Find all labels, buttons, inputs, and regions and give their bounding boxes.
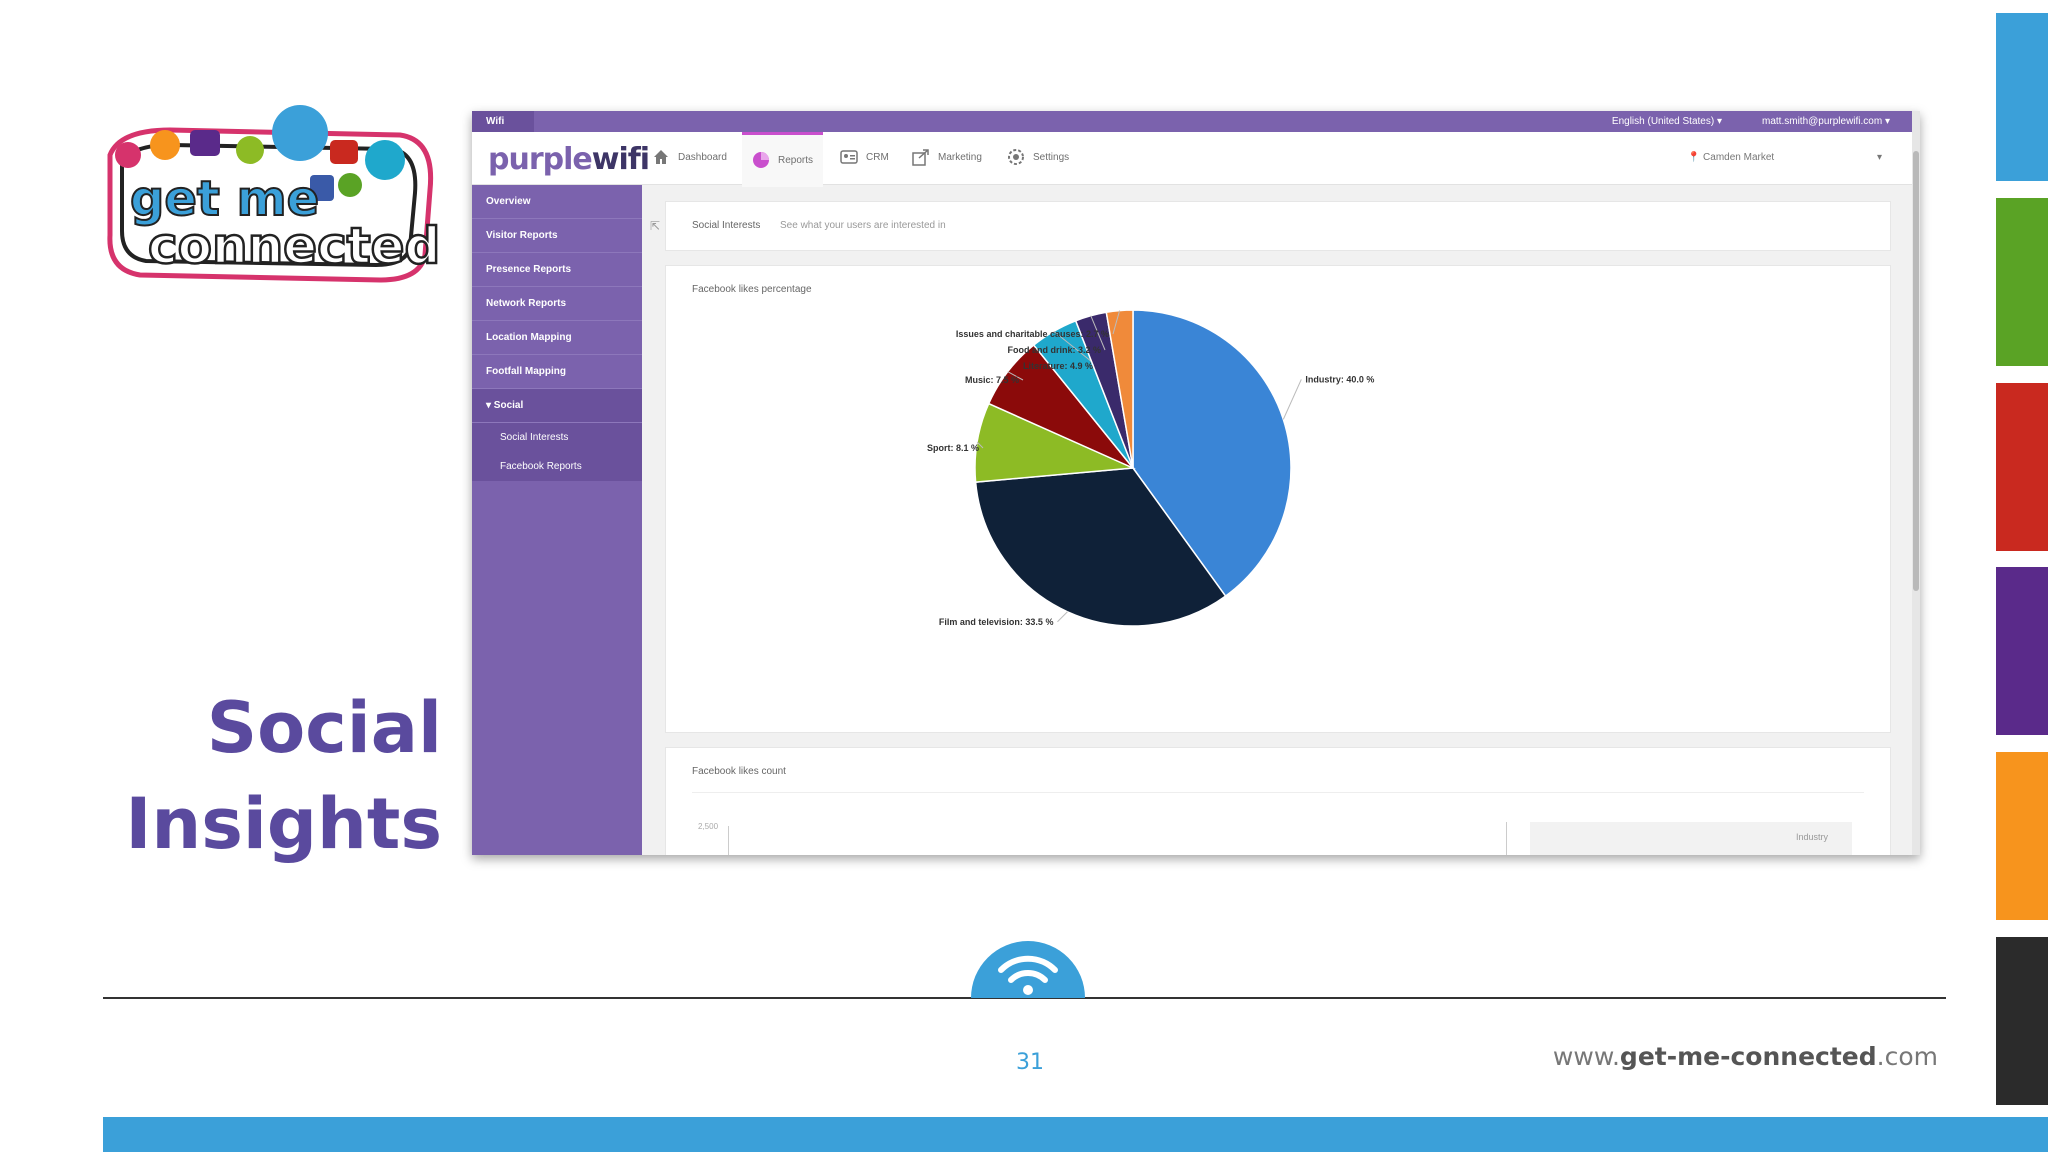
pie-label: Film and television: 33.5 % <box>939 617 1054 627</box>
count-divider <box>1506 822 1507 855</box>
app-screenshot: Wifi English (United States) ▾ matt.smit… <box>472 111 1920 855</box>
website-suffix: .com <box>1876 1042 1938 1071</box>
sidebar-item-presence-reports[interactable]: Presence Reports <box>472 253 642 287</box>
pie-label: Literature: 4.9 % <box>1023 361 1093 371</box>
social-interests-header: Social Interests See what your users are… <box>665 201 1891 251</box>
map-pin-icon: 📍 <box>1687 152 1701 163</box>
slide-title-line-2: Insights <box>125 783 442 865</box>
pie-label: Issues and charitable causes: 2.7 % <box>956 329 1109 339</box>
nav-dashboard-label: Dashboard <box>678 152 727 163</box>
sidebar: Overview Visitor Reports Presence Report… <box>472 185 642 855</box>
count-axis-line <box>728 826 729 855</box>
nav-reports-label: Reports <box>778 155 814 166</box>
location-label: Camden Market <box>1703 152 1775 163</box>
sidebar-item-social[interactable]: ▾ Social <box>472 389 642 423</box>
facebook-likes-count-panel: Facebook likes count 2,500 Industry <box>665 747 1891 855</box>
main-nav: purplewifi Dashboard Reports CRM Marketi… <box>472 132 1912 187</box>
nav-settings-label: Settings <box>1033 152 1070 163</box>
pie-label: Sport: 8.1 % <box>927 443 979 453</box>
sidebar-item-footfall-mapping[interactable]: Footfall Mapping <box>472 355 642 389</box>
sidebar-item-facebook-reports[interactable]: Facebook Reports <box>472 452 642 481</box>
pie-label: Industry: 40.0 % <box>1305 374 1374 384</box>
panel-description: See what your users are interested in <box>780 220 946 231</box>
nav-reports[interactable]: Reports <box>742 132 824 187</box>
logo-text-connected: connected <box>148 217 440 275</box>
share-icon <box>912 149 929 167</box>
nav-dashboard[interactable]: Dashboard <box>652 132 727 184</box>
panel-title: Social Interests <box>692 220 761 231</box>
logo-part-wifi: wifi <box>591 142 650 177</box>
pie-label: Music: 7.5 % <box>965 375 1019 385</box>
slide-title-line-1: Social <box>206 687 442 769</box>
pie-chart-icon <box>753 152 769 169</box>
website-prefix: www. <box>1552 1042 1620 1071</box>
pie-leader-line <box>1090 315 1106 351</box>
collapse-sidebar-icon[interactable]: ⇱ <box>650 219 661 233</box>
nav-settings[interactable]: Settings <box>1007 132 1069 184</box>
pie-leader-line <box>1057 611 1068 623</box>
stripe-green <box>1996 198 2048 366</box>
pie-leader-line <box>1053 330 1098 367</box>
sidebar-item-network-reports[interactable]: Network Reports <box>472 287 642 321</box>
footer-divider <box>103 997 1946 999</box>
user-menu[interactable]: matt.smith@purplewifi.com ▾ <box>1762 116 1890 127</box>
pie-slice-industry[interactable] <box>1132 309 1292 598</box>
stripe-blue <box>1996 13 2048 181</box>
pie-leader-line <box>1282 379 1302 420</box>
location-selector[interactable]: 📍 Camden Market ▾ <box>1688 132 1882 184</box>
logo-part-purple: purple <box>488 142 593 177</box>
language-selector[interactable]: English (United States) ▾ <box>1611 116 1722 127</box>
scrollbar-thumb[interactable] <box>1913 151 1919 591</box>
stripe-purple <box>1996 567 2048 735</box>
facebook-likes-percentage-panel: Facebook likes percentage Industry: 40.0… <box>665 265 1891 733</box>
sidebar-item-visitor-reports[interactable]: Visitor Reports <box>472 219 642 253</box>
stripe-black <box>1996 937 2048 1105</box>
pie-label: Food and drink: 3.2 % <box>1007 345 1101 355</box>
website-domain: get-me-connected <box>1619 1042 1877 1071</box>
nav-crm[interactable]: CRM <box>840 132 889 184</box>
bottom-bar <box>103 1117 2048 1152</box>
stripe-red <box>1996 383 2048 551</box>
pie-slice-issues-and-charitable-causes[interactable] <box>1105 309 1134 469</box>
count-panel-title: Facebook likes count <box>692 766 786 777</box>
nav-marketing-label: Marketing <box>938 152 982 163</box>
logo-text-get-me: get me <box>130 171 319 227</box>
page-number: 31 <box>1016 1050 1044 1075</box>
sidebar-item-location-mapping[interactable]: Location Mapping <box>472 321 642 355</box>
stripe-orange <box>1996 752 2048 920</box>
count-axis-label: 2,500 <box>698 822 719 831</box>
nav-marketing[interactable]: Marketing <box>912 132 982 184</box>
wifi-icon <box>971 941 1085 998</box>
sidebar-item-social-interests[interactable]: Social Interests <box>472 423 642 452</box>
slide-title: Social Insights <box>120 680 442 872</box>
chevron-down-icon: ▾ <box>1876 152 1882 163</box>
chart-title: Facebook likes percentage <box>692 284 812 295</box>
count-legend-box: Industry <box>1530 822 1852 855</box>
pie-leader-line <box>1007 371 1024 381</box>
pie-leader-line <box>1112 310 1121 335</box>
get-me-connected-logo: get me connected <box>107 105 440 283</box>
sidebar-item-overview[interactable]: Overview <box>472 185 642 219</box>
pie-leader-line <box>976 441 984 449</box>
home-icon <box>654 150 668 165</box>
id-card-icon <box>840 150 858 165</box>
top-bar: Wifi English (United States) ▾ matt.smit… <box>472 111 1920 132</box>
gear-icon <box>1008 149 1024 166</box>
scrollbar[interactable] <box>1912 111 1920 855</box>
pie-chart: Industry: 40.0 % Film and television: 33.… <box>927 309 1374 627</box>
purplewifi-logo[interactable]: purplewifi <box>488 142 650 177</box>
website-url: www.get-me-connected.com <box>1553 1042 1938 1071</box>
count-panel-divider <box>692 792 1864 793</box>
nav-crm-label: CRM <box>866 152 889 163</box>
topbar-brand[interactable]: Wifi <box>472 111 534 132</box>
count-legend-label: Industry <box>1795 832 1828 842</box>
